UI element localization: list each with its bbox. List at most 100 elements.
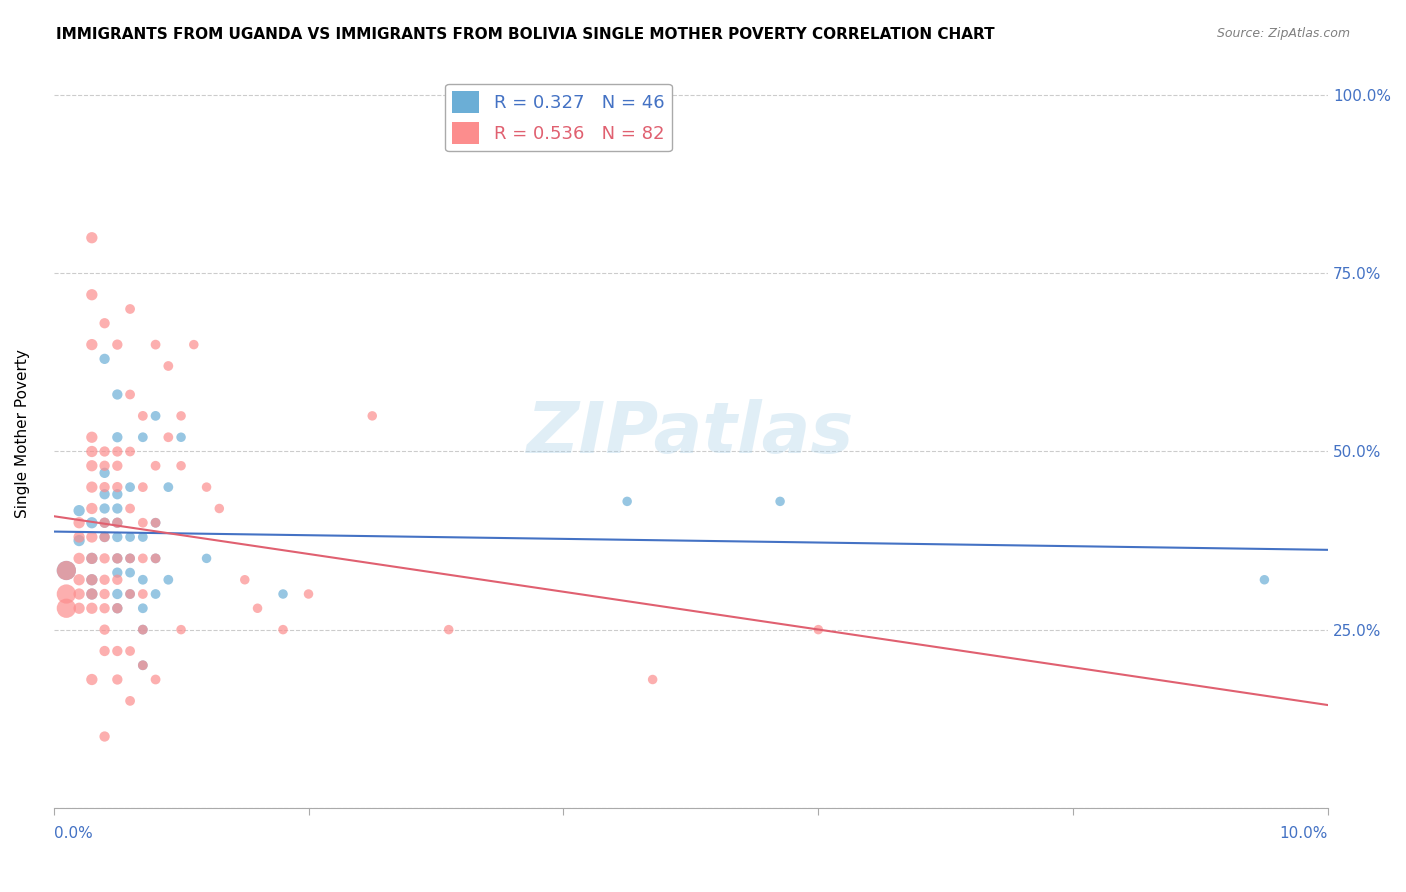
Point: [132, 658, 155, 673]
Point: [132, 601, 155, 615]
Point: [132, 658, 155, 673]
Point: [105, 644, 128, 658]
Point: [93, 623, 115, 637]
Point: [80, 337, 103, 351]
Point: [105, 573, 128, 587]
Point: [93, 516, 115, 530]
Point: [105, 458, 128, 473]
Point: [170, 409, 193, 423]
Point: [93, 730, 115, 744]
Point: [80, 444, 103, 458]
Point: [93, 573, 115, 587]
Point: [120, 587, 142, 601]
Point: [233, 573, 256, 587]
Point: [120, 551, 142, 566]
Point: [93, 516, 115, 530]
Point: [132, 480, 155, 494]
Point: [120, 587, 142, 601]
Point: [120, 501, 142, 516]
Point: [105, 516, 128, 530]
Point: [132, 623, 155, 637]
Point: [105, 566, 128, 580]
Point: [67, 503, 90, 517]
Point: [132, 530, 155, 544]
Point: [55, 564, 77, 578]
Point: [80, 601, 103, 615]
Point: [361, 409, 384, 423]
Point: [145, 516, 167, 530]
Point: [105, 551, 128, 566]
Point: [195, 480, 218, 494]
Text: 0.0%: 0.0%: [53, 826, 93, 841]
Point: [145, 551, 167, 566]
Point: [105, 551, 128, 566]
Point: [132, 430, 155, 444]
Point: [80, 587, 103, 601]
Point: [105, 444, 128, 458]
Point: [80, 501, 103, 516]
Point: [67, 573, 90, 587]
Point: [80, 231, 103, 245]
Point: [297, 587, 319, 601]
Point: [1253, 573, 1275, 587]
Point: [80, 530, 103, 544]
Point: [93, 316, 115, 330]
Point: [80, 480, 103, 494]
Point: [271, 587, 294, 601]
Point: [145, 673, 167, 687]
Point: [105, 430, 128, 444]
Point: [93, 466, 115, 480]
Point: [105, 601, 128, 615]
Point: [769, 494, 792, 508]
Point: [170, 430, 193, 444]
Point: [105, 480, 128, 494]
Point: [80, 551, 103, 566]
Point: [93, 601, 115, 615]
Point: [157, 359, 180, 373]
Point: [80, 587, 103, 601]
Text: Source: ZipAtlas.com: Source: ZipAtlas.com: [1216, 27, 1350, 40]
Point: [132, 409, 155, 423]
Point: [93, 480, 115, 494]
Point: [157, 573, 180, 587]
Point: [80, 430, 103, 444]
Point: [132, 623, 155, 637]
Point: [145, 516, 167, 530]
Point: [55, 601, 77, 615]
Point: [120, 444, 142, 458]
Text: ZIPatlas: ZIPatlas: [527, 400, 855, 468]
Point: [93, 444, 115, 458]
Point: [80, 551, 103, 566]
Point: [120, 480, 142, 494]
Point: [93, 487, 115, 501]
Point: [55, 587, 77, 601]
Point: [145, 337, 167, 351]
Point: [145, 587, 167, 601]
Text: IMMIGRANTS FROM UGANDA VS IMMIGRANTS FROM BOLIVIA SINGLE MOTHER POVERTY CORRELAT: IMMIGRANTS FROM UGANDA VS IMMIGRANTS FRO…: [56, 27, 995, 42]
Point: [105, 587, 128, 601]
Point: [120, 551, 142, 566]
Point: [170, 458, 193, 473]
Point: [157, 430, 180, 444]
Point: [105, 387, 128, 401]
Point: [641, 673, 664, 687]
Point: [105, 673, 128, 687]
Point: [145, 458, 167, 473]
Point: [437, 623, 460, 637]
Point: [105, 530, 128, 544]
Point: [93, 644, 115, 658]
Point: [67, 551, 90, 566]
Point: [616, 494, 638, 508]
Point: [93, 530, 115, 544]
Point: [67, 601, 90, 615]
Point: [120, 301, 142, 316]
Point: [80, 573, 103, 587]
Point: [120, 530, 142, 544]
Point: [55, 564, 77, 578]
Point: [105, 487, 128, 501]
Point: [145, 551, 167, 566]
Text: 10.0%: 10.0%: [1279, 826, 1329, 841]
Point: [120, 694, 142, 708]
Point: [105, 501, 128, 516]
Point: [93, 351, 115, 366]
